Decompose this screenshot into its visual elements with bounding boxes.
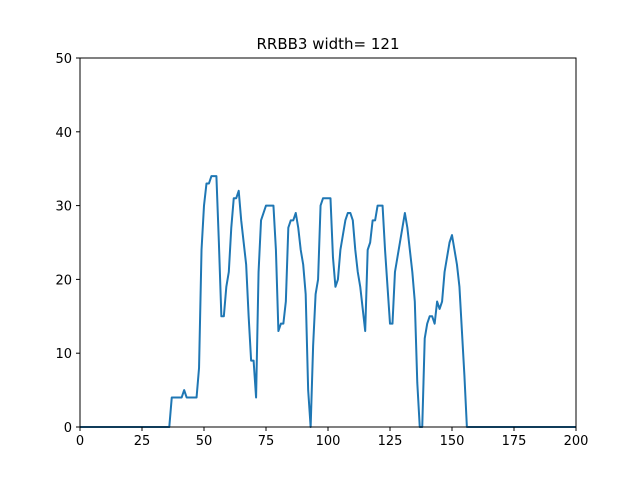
x-tick-label: 25 [134,434,151,449]
x-tick-label: 175 [502,434,527,449]
y-tick-label: 30 [55,200,72,215]
x-tick-label: 200 [564,434,589,449]
x-tick-label: 150 [440,434,465,449]
y-tick-label: 10 [55,347,72,362]
series-line-0 [80,175,576,428]
x-axis-ticks: 0 25 50 75 100 125 150 175 200 [76,427,589,449]
x-tick-label: 50 [196,434,213,449]
x-tick-label: 100 [316,434,341,449]
y-tick-label: 40 [55,126,72,141]
axes-frame [79,57,577,428]
x-tick-label: 75 [258,434,275,449]
x-tick-label: 125 [378,434,403,449]
y-axis-ticks: 0 10 20 30 40 50 [55,52,80,436]
y-tick-label: 0 [64,421,72,436]
chart-title: RRBB3 width= 121 [256,35,399,53]
y-tick-label: 50 [55,52,72,67]
x-tick-label: 0 [76,434,84,449]
y-tick-label: 20 [55,273,72,288]
plot-area [80,175,576,428]
